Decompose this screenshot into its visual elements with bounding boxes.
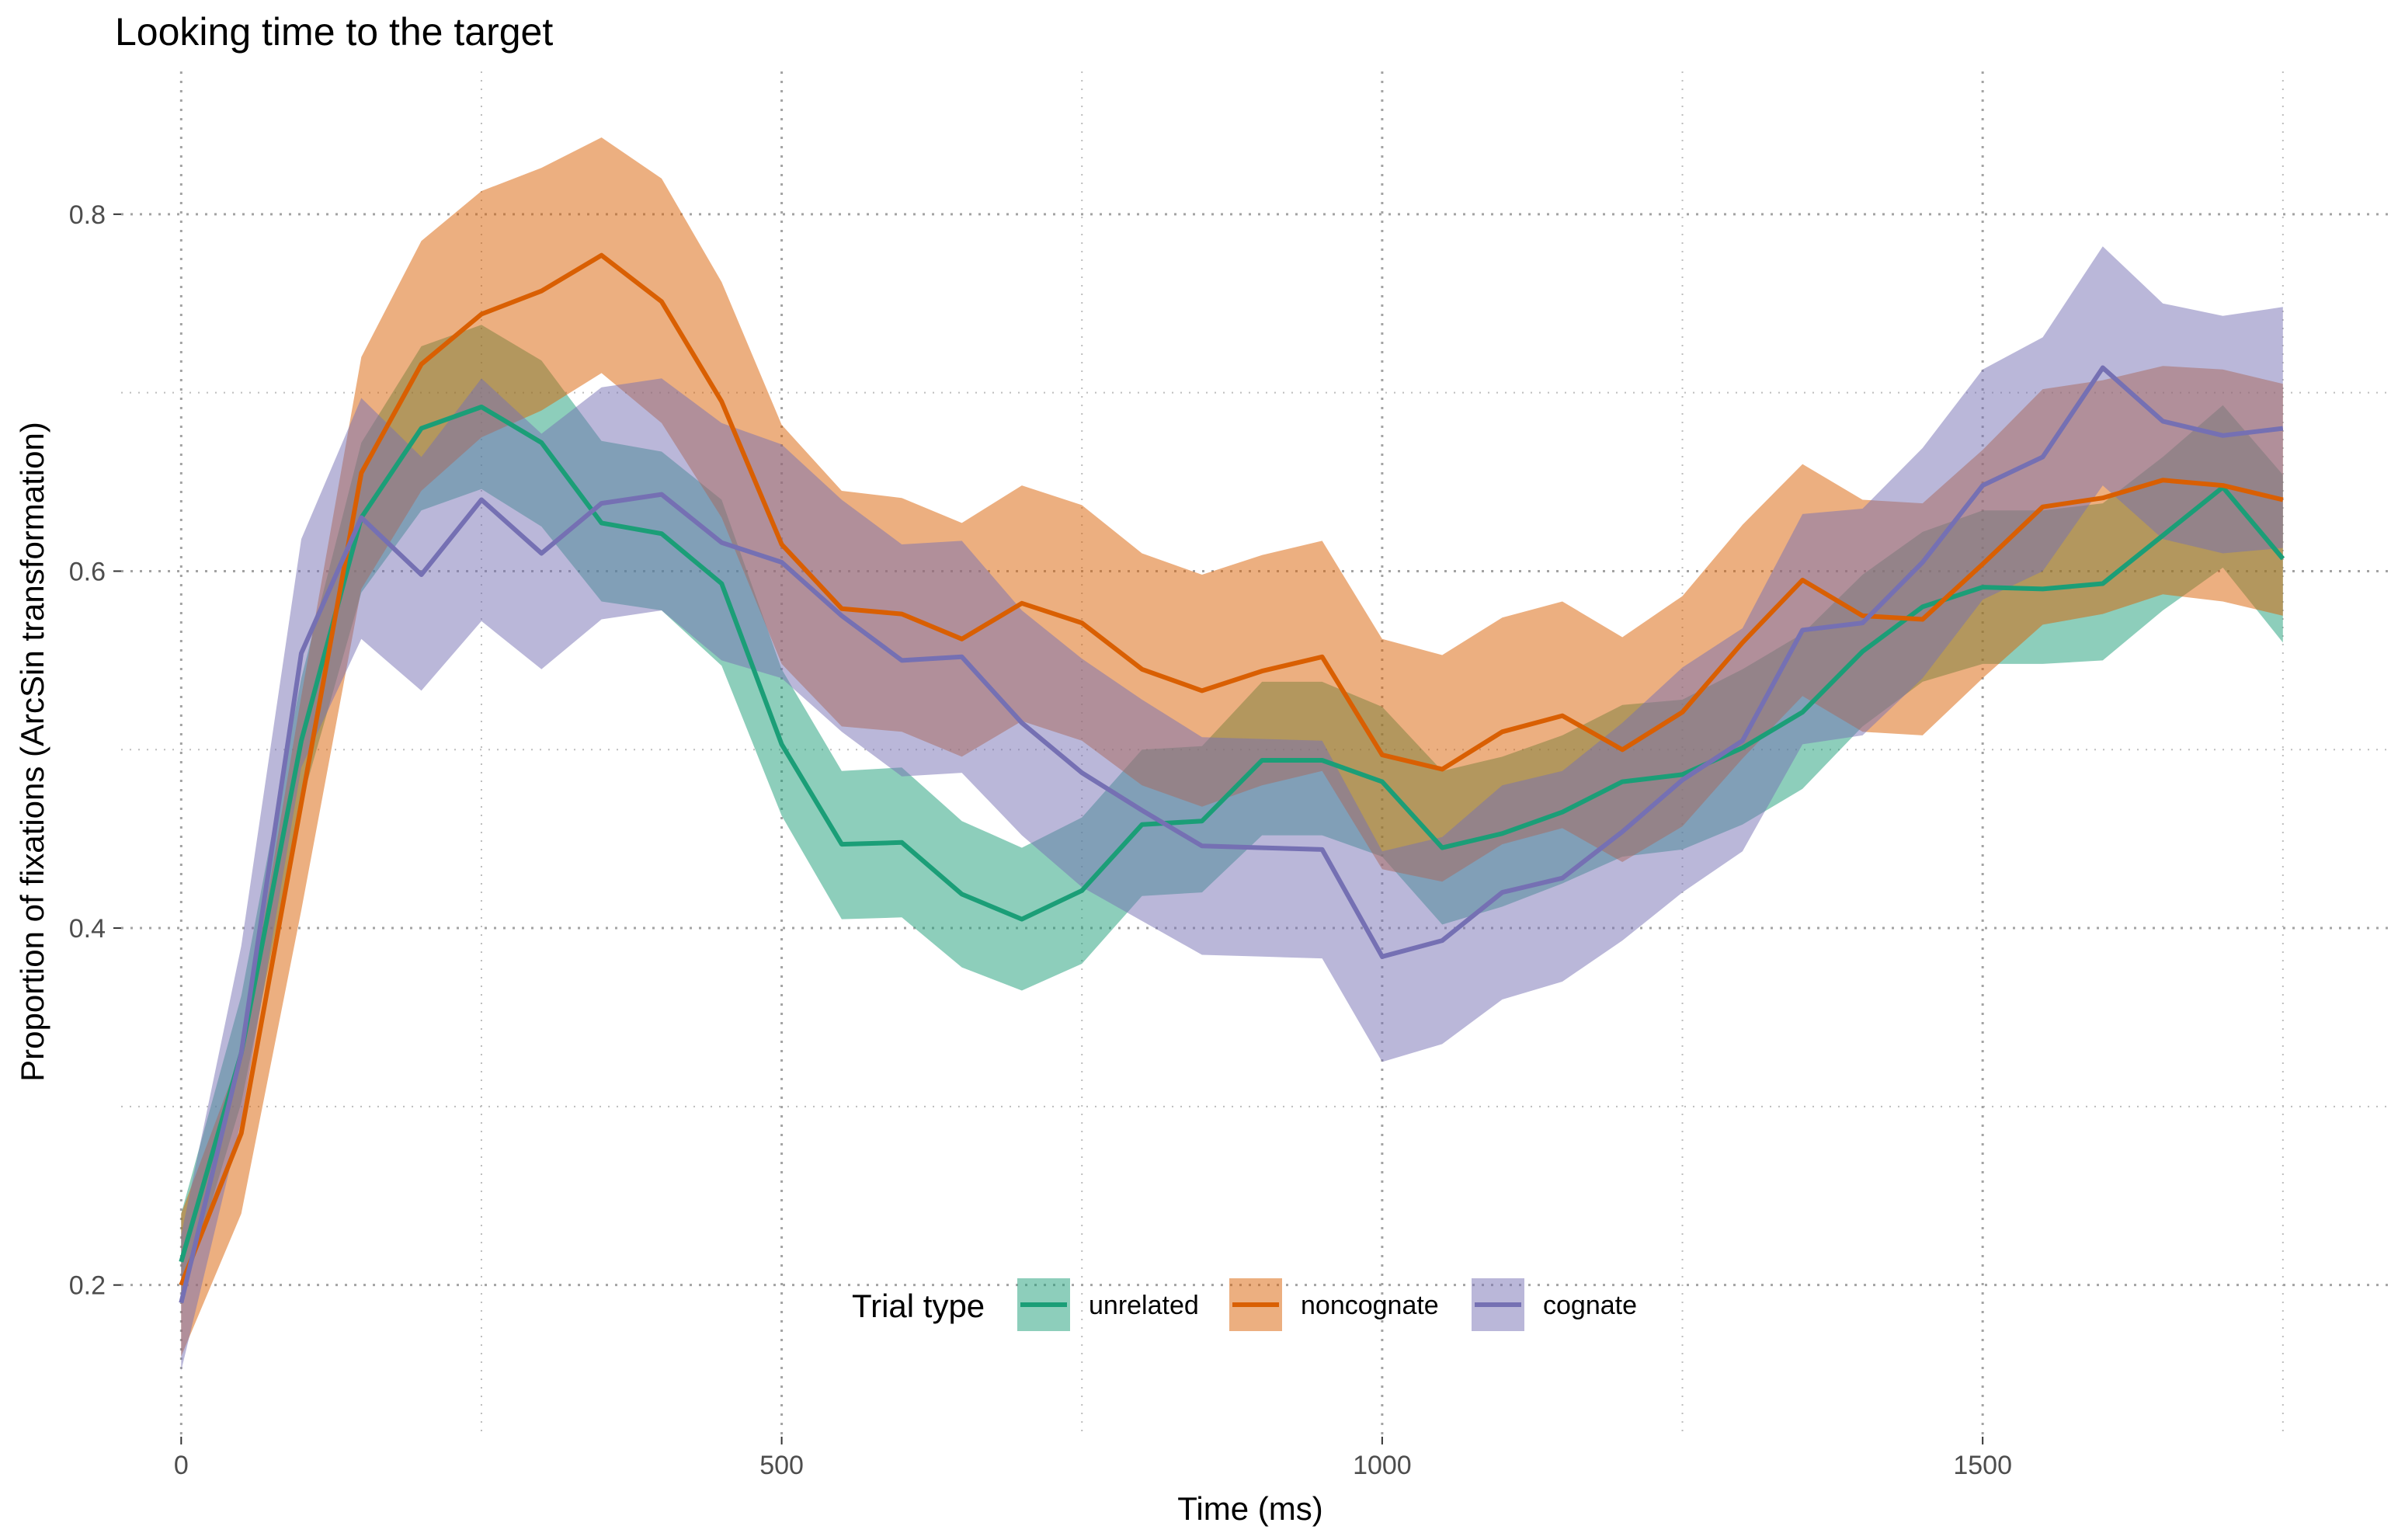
y-tick-label: 0.8 (69, 200, 106, 230)
legend: Trial type unrelated noncognate cognate (852, 1278, 1637, 1331)
unrelated-line (179, 405, 2285, 1263)
gridlines (121, 71, 2391, 1437)
x-tick-label: 1000 (1353, 1451, 1412, 1480)
y-tick-label: 0.4 (69, 914, 106, 944)
series-lines (179, 252, 2285, 1304)
axis-ticks: 0 500 1000 1500 0.2 0.4 0.6 0.8 (69, 200, 2012, 1480)
x-axis-title: Time (ms) (1177, 1490, 1322, 1527)
cognate-band (181, 246, 2283, 1371)
x-tick-label: 500 (759, 1451, 804, 1480)
noncognate-legend-label: noncognate (1301, 1291, 1439, 1320)
cognate-legend-label: cognate (1543, 1291, 1637, 1320)
unrelated-legend-label: unrelated (1089, 1291, 1199, 1320)
y-tick-label: 0.6 (69, 557, 106, 586)
chart-title: Looking time to the target (115, 10, 554, 54)
y-tick-label: 0.2 (69, 1271, 106, 1301)
y-axis-title: Proportion of fixations (ArcSin transfor… (14, 422, 50, 1082)
x-tick-label: 1500 (1953, 1451, 2012, 1480)
cognate-line (179, 365, 2284, 1304)
x-tick-label: 0 (174, 1451, 189, 1480)
legend-title: Trial type (852, 1288, 985, 1324)
noncognate-line (179, 252, 2284, 1286)
confidence-bands (181, 137, 2283, 1371)
